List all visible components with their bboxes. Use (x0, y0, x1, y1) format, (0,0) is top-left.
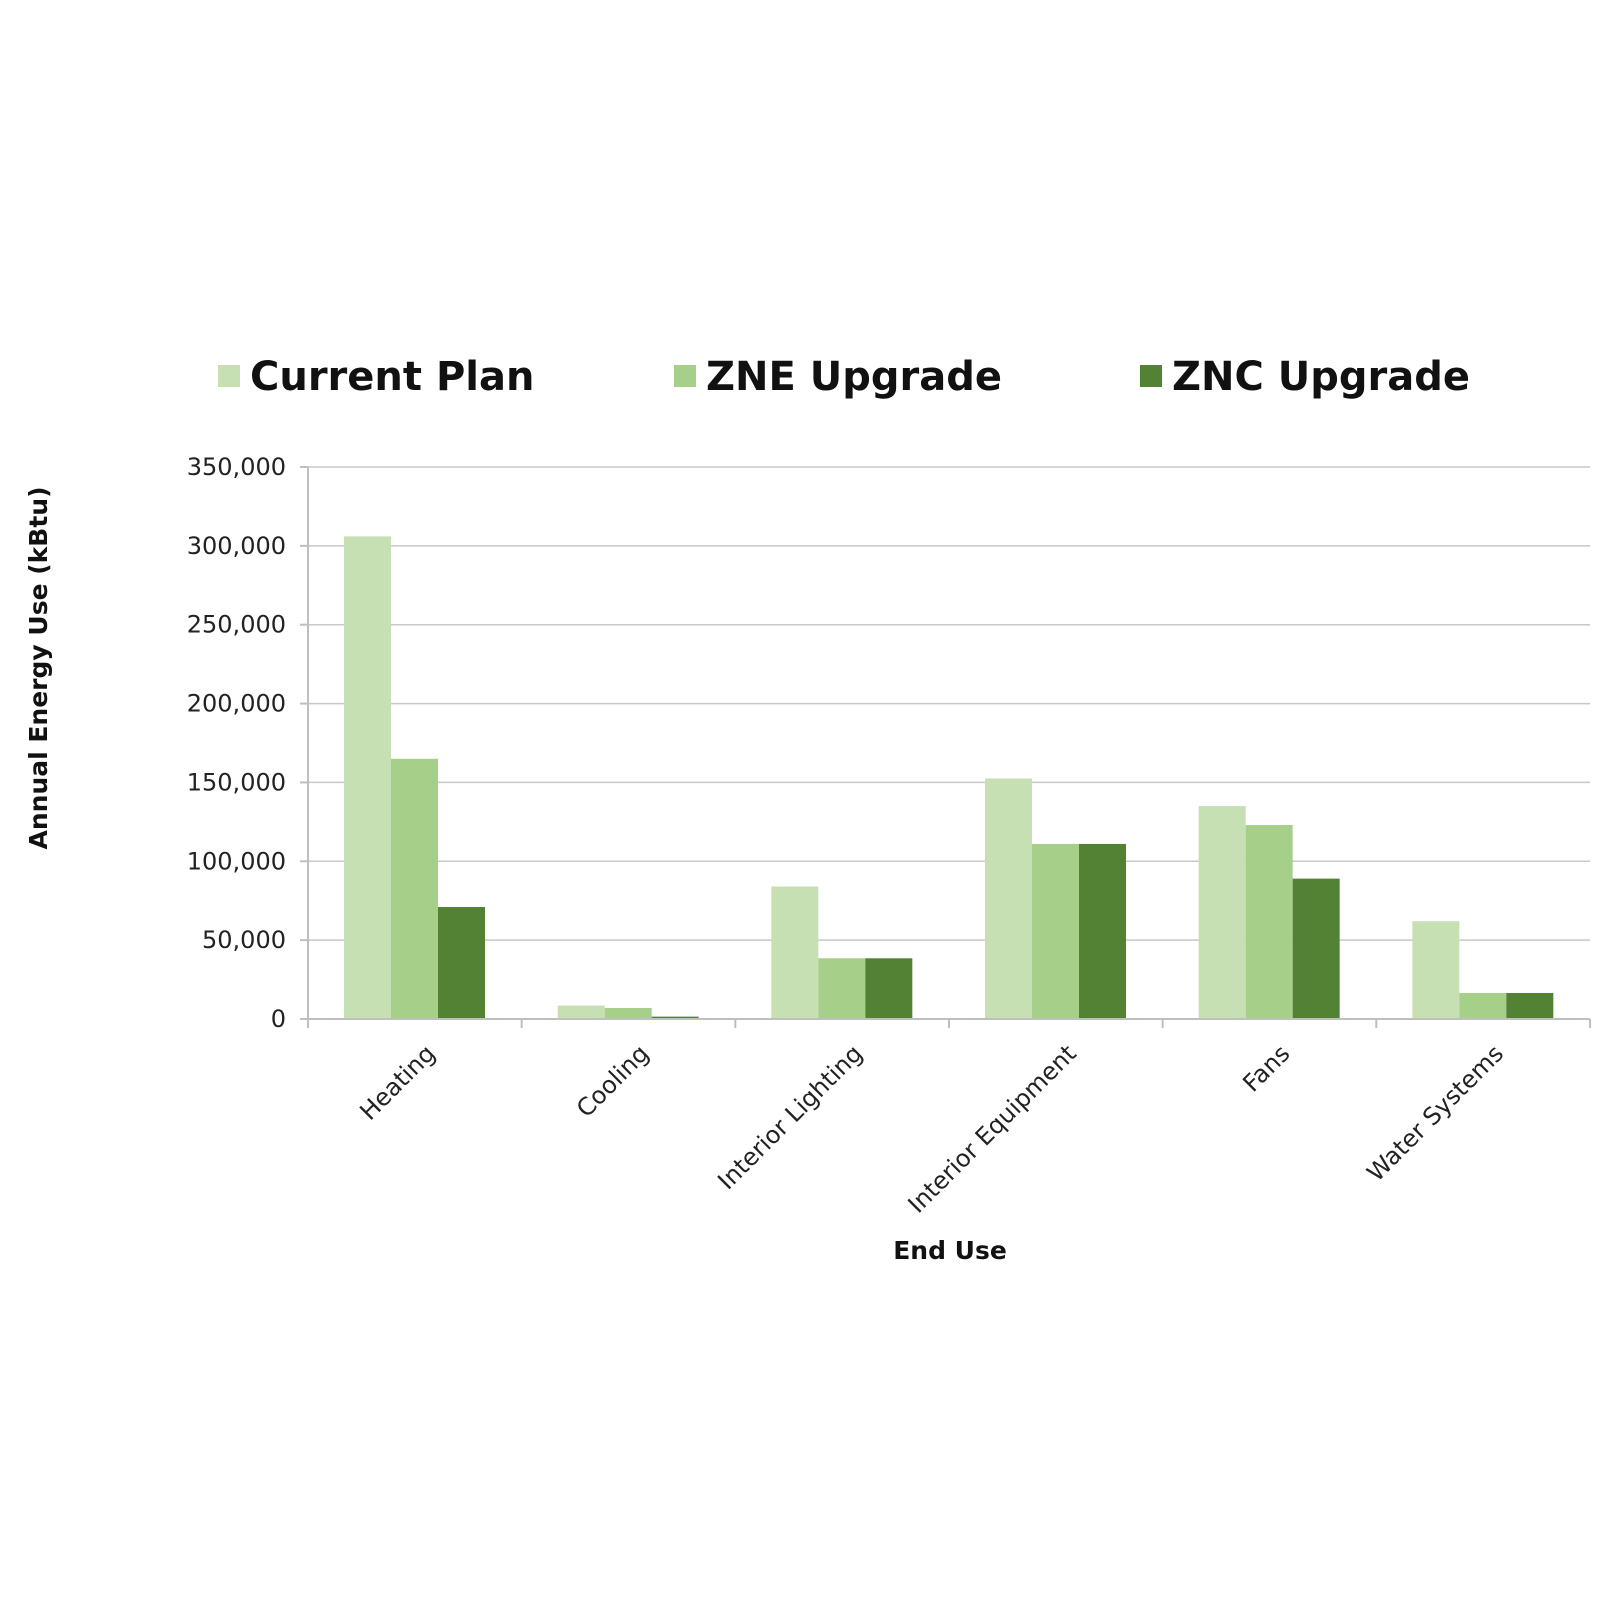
legend-label: ZNC Upgrade (1172, 354, 1470, 400)
bar-zne-upgrade-water-systems (1459, 992, 1507, 1019)
y-axis-title: Annual Energy Use (kBtu) (24, 486, 53, 849)
bar-znc-upgrade-heating (438, 907, 485, 1019)
bar-zne-upgrade-cooling (604, 1007, 652, 1019)
bar-znc-upgrade-cooling (651, 1016, 699, 1019)
x-category-label: Fans (1237, 1039, 1295, 1097)
x-axis-ticks (307, 1019, 1591, 1028)
y-axis-ticks: 0 50,000 100,000 150,000 200,000 250,000 300,0… (187, 453, 308, 1033)
gridlines (308, 466, 1590, 941)
bar-current-plan-water-systems (1412, 921, 1460, 1019)
bar-zne-upgrade-interior-equipment (1032, 843, 1079, 1019)
legend-label: ZNE Upgrade (706, 354, 1002, 400)
y-tick-label: 50,000 (202, 926, 286, 954)
x-category-label: Heating (354, 1039, 440, 1125)
y-tick-label: 350,000 (187, 453, 286, 481)
y-tick-label: 150,000 (187, 768, 286, 796)
y-tick-label: 100,000 (187, 847, 286, 875)
bar-current-plan-interior-lighting (771, 886, 819, 1019)
y-tick-label: 0 (271, 1005, 286, 1033)
bar-current-plan-cooling (557, 1005, 605, 1019)
legend-swatch (218, 365, 240, 387)
legend-label: Current Plan (250, 354, 534, 400)
bar-zne-upgrade-interior-lighting (818, 958, 866, 1019)
axes (300, 467, 1590, 1020)
bar-zne-upgrade-fans (1245, 825, 1293, 1019)
x-category-label: Interior Equipment (903, 1039, 1082, 1218)
bar-znc-upgrade-interior-lighting (865, 958, 913, 1019)
y-tick-label: 250,000 (187, 611, 286, 639)
y-tick-label: 200,000 (187, 690, 286, 718)
bar-znc-upgrade-water-systems (1506, 992, 1554, 1019)
bars (344, 536, 1554, 1019)
legend-swatch (1140, 365, 1162, 387)
legend: Current Plan ZNE Upgrade ZNC Upgrade (218, 354, 1470, 400)
x-category-label: Cooling (571, 1039, 654, 1122)
bar-current-plan-interior-equipment (985, 778, 1032, 1019)
bar-current-plan-heating (344, 536, 391, 1019)
x-category-label: Water Systems (1362, 1039, 1509, 1186)
bar-znc-upgrade-interior-equipment (1079, 843, 1126, 1019)
y-tick-label: 300,000 (187, 532, 286, 560)
bar-zne-upgrade-heating (391, 758, 438, 1019)
bar-znc-upgrade-fans (1292, 878, 1340, 1019)
legend-swatch (674, 365, 696, 387)
bar-current-plan-fans (1198, 806, 1246, 1019)
x-axis-labels: Heating Cooling Interior Lighting Interior … (354, 1039, 1509, 1218)
x-category-label: Interior Lighting (712, 1039, 868, 1195)
x-axis-title: End Use (893, 1236, 1007, 1265)
